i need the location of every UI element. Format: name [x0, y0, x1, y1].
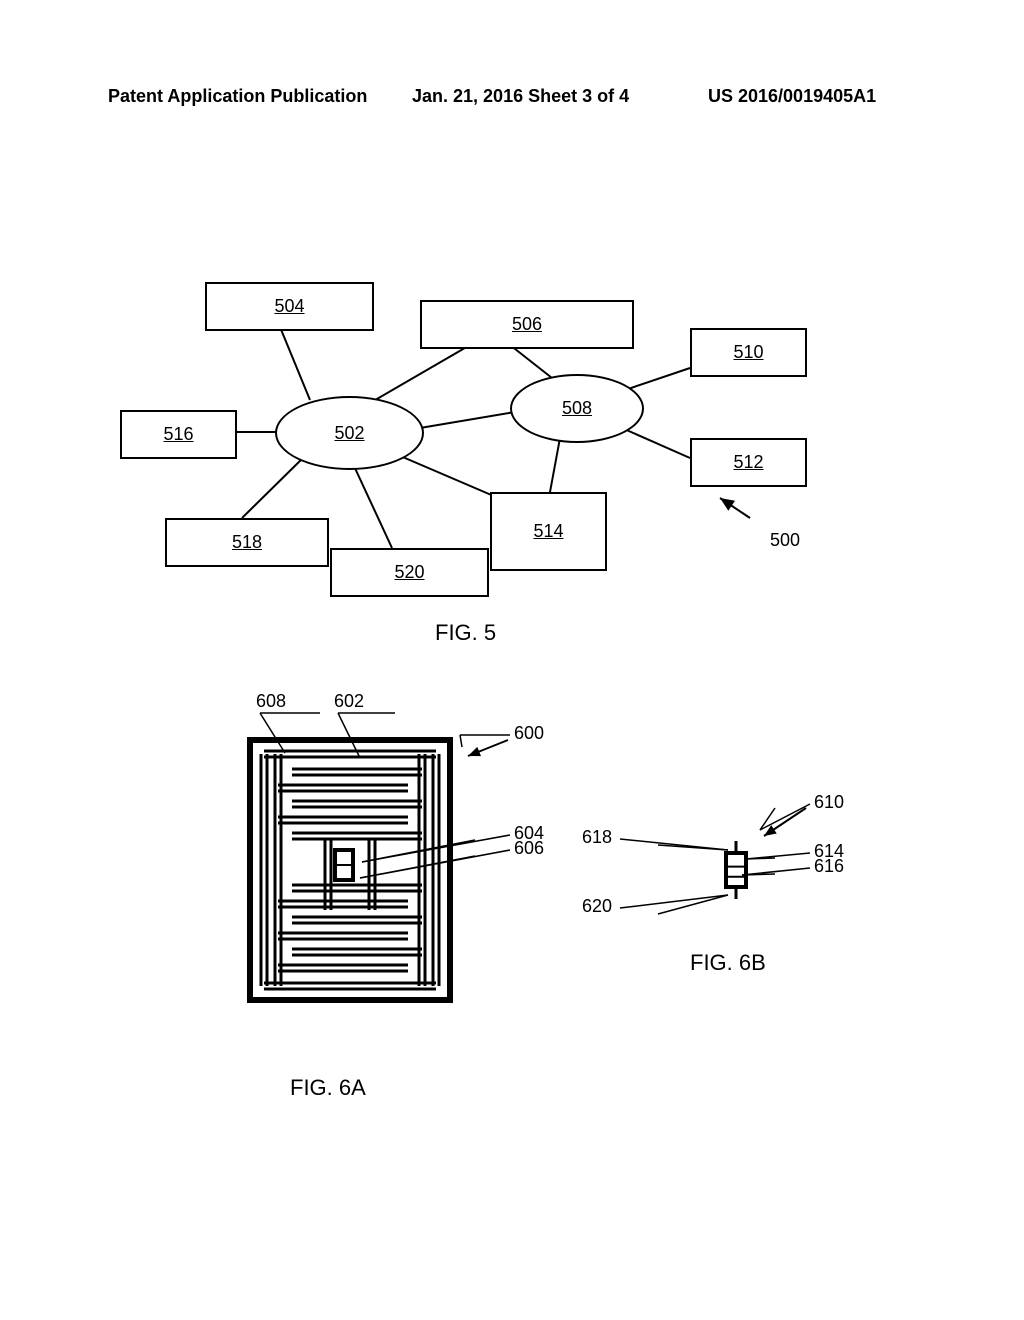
- fig6a-ref-606: 606: [514, 838, 544, 859]
- fig6b-caption: FIG. 6B: [690, 950, 766, 976]
- fig6a-ref-602: 602: [334, 691, 364, 712]
- fig6b-ref-616: 616: [814, 856, 844, 877]
- fig6b-ref-610: 610: [814, 792, 844, 813]
- fig6b-diagram: [0, 0, 1024, 1320]
- fig6a-ref-600: 600: [514, 723, 544, 744]
- fig6b-ref-618: 618: [582, 827, 612, 848]
- fig6b-ref-620: 620: [582, 896, 612, 917]
- fig6a-ref-608: 608: [256, 691, 286, 712]
